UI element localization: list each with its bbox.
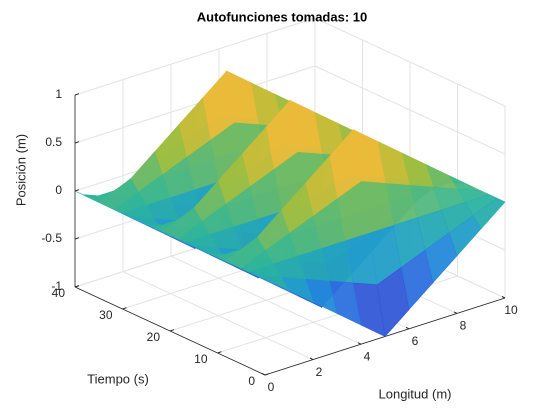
z-tick xyxy=(74,285,80,288)
y-tick xyxy=(264,373,270,376)
x-tick xyxy=(453,311,458,314)
y-tick xyxy=(217,351,222,354)
x-tick xyxy=(309,357,314,361)
y-tick xyxy=(169,329,175,332)
y-tick-label: 0 xyxy=(248,374,255,388)
grid-line xyxy=(74,17,316,96)
surface-patch xyxy=(256,275,290,292)
z-tick-label: -1 xyxy=(51,279,62,293)
z-axis-label: Posición (m) xyxy=(13,134,28,206)
z-tick xyxy=(74,93,80,96)
z-tick xyxy=(74,189,80,192)
chart-title: Autofunciones tomadas: 10 xyxy=(197,9,367,24)
x-tick xyxy=(261,373,266,376)
grid-line xyxy=(314,17,506,107)
labels: 0 2 4 6 8 10 0 10 20 30 40-1 -0.5 0 0.5 1 xyxy=(41,87,518,394)
x-axis-label: Longitud (m) xyxy=(379,386,452,401)
y-axis-label: Tiempo (s) xyxy=(87,371,149,386)
z-tick-label: 0.5 xyxy=(45,135,62,149)
y-tick-label: 40 xyxy=(52,286,66,300)
x-tick-label: 8 xyxy=(460,319,467,333)
x-tick-label: 10 xyxy=(504,303,518,317)
surface xyxy=(74,70,506,338)
z-tick-label: 0 xyxy=(55,183,62,197)
grid-line xyxy=(314,65,506,155)
y-tick-label: 30 xyxy=(99,308,113,322)
grid-line xyxy=(74,65,316,144)
x-tick xyxy=(501,296,506,299)
x-tick-label: 4 xyxy=(364,349,371,363)
x-tick-label: 6 xyxy=(412,334,419,348)
z-tick xyxy=(74,237,80,240)
x-tick xyxy=(357,342,362,345)
z-tick-label: 1 xyxy=(55,87,62,101)
z-tick-label: -0.5 xyxy=(41,231,62,245)
z-tick xyxy=(74,141,80,144)
x-tick-label: 0 xyxy=(268,380,275,394)
y-tick-label: 10 xyxy=(194,352,208,366)
y-tick xyxy=(122,307,127,310)
y-tick-label: 20 xyxy=(147,330,161,344)
x-tick xyxy=(405,326,410,330)
x-tick-label: 2 xyxy=(316,365,323,379)
